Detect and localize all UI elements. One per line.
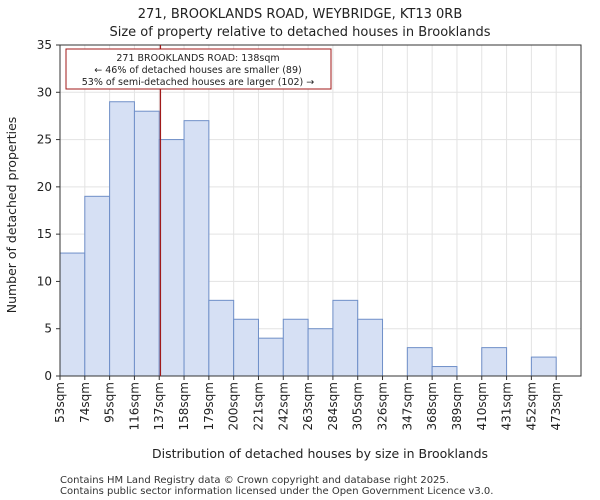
bar-410sqm — [481, 347, 508, 377]
y-tick-label: 0 — [44, 369, 52, 383]
footer-line-2: Contains public sector information licen… — [60, 486, 493, 497]
x-tick-label: 410sqm — [475, 382, 489, 430]
x-tick-label: 200sqm — [227, 382, 241, 430]
y-tick-label: 15 — [37, 227, 52, 241]
bar-221sqm — [257, 337, 284, 377]
y-tick-label: 5 — [44, 322, 52, 336]
bar-200sqm — [233, 318, 259, 377]
y-tick-label: 10 — [37, 274, 52, 288]
footer-line-1: Contains HM Land Registry data © Crown c… — [60, 475, 449, 486]
y-axis-label: Number of detached properties — [4, 117, 19, 314]
bar-242sqm — [282, 318, 309, 377]
bar-263sqm — [307, 328, 334, 377]
x-tick-label: 263sqm — [301, 382, 315, 430]
x-axis: 53sqm 74sqm 95sqm 116sqm 137sqm 158sqm 179sqm 2… — [53, 376, 563, 430]
bar-53sqm — [59, 252, 86, 377]
x-tick-label: 389sqm — [450, 382, 464, 430]
chart-subtitle: Size of property relative to detached ho… — [109, 25, 490, 40]
x-tick-label: 95sqm — [103, 382, 117, 423]
x-tick-label: 53sqm — [53, 382, 67, 423]
x-axis-label: Distribution of detached houses by size … — [152, 446, 488, 461]
bar-74sqm — [84, 195, 111, 377]
x-tick-label: 326sqm — [376, 382, 390, 430]
annotation-box: 271 BROOKLANDS ROAD: 138sqm ← 46% of det… — [65, 48, 332, 90]
annotation-line-3: 53% of semi-detached houses are larger (… — [82, 77, 315, 88]
bar-179sqm — [208, 299, 235, 377]
annotation-line-1: 271 BROOKLANDS ROAD: 138sqm — [116, 53, 279, 64]
bar-284sqm — [332, 299, 359, 377]
annotation-frame — [65, 48, 332, 90]
bar-347sqm — [406, 347, 433, 377]
y-tick-label: 20 — [37, 180, 52, 194]
plot-frame — [59, 44, 582, 377]
x-tick-label: 284sqm — [326, 382, 340, 430]
x-tick-label: 158sqm — [177, 382, 191, 430]
x-tick-label: 116sqm — [127, 382, 141, 430]
x-tick-label: 179sqm — [202, 382, 216, 430]
bar-95sqm — [109, 101, 135, 377]
x-tick-label: 74sqm — [78, 382, 92, 423]
y-tick-label: 25 — [37, 133, 52, 147]
y-tick-label: 30 — [37, 85, 52, 99]
x-tick-label: 431sqm — [500, 382, 514, 430]
x-tick-label: 347sqm — [400, 382, 414, 430]
bar-305sqm — [357, 318, 384, 377]
bar-137sqm — [158, 139, 185, 377]
x-tick-label: 305sqm — [351, 382, 365, 430]
chart-title: 271, BROOKLANDS ROAD, WEYBRIDGE, KT13 0R… — [138, 7, 463, 22]
x-tick-label: 221sqm — [251, 382, 265, 430]
y-axis: 0 5 10 15 20 25 30 35 — [37, 38, 60, 383]
x-tick-label: 368sqm — [425, 382, 439, 430]
x-tick-label: 473sqm — [549, 382, 563, 430]
x-tick-label: 137sqm — [152, 382, 166, 430]
bar-116sqm — [133, 110, 160, 377]
annotation-line-2: ← 46% of detached houses are smaller (89… — [94, 65, 301, 76]
x-tick-label: 242sqm — [276, 382, 290, 430]
bar-368sqm — [431, 366, 458, 377]
x-tick-label: 452sqm — [524, 382, 538, 430]
bar-158sqm — [183, 120, 210, 377]
bars — [59, 101, 557, 377]
bar-452sqm — [530, 356, 557, 377]
y-tick-label: 35 — [37, 38, 52, 52]
